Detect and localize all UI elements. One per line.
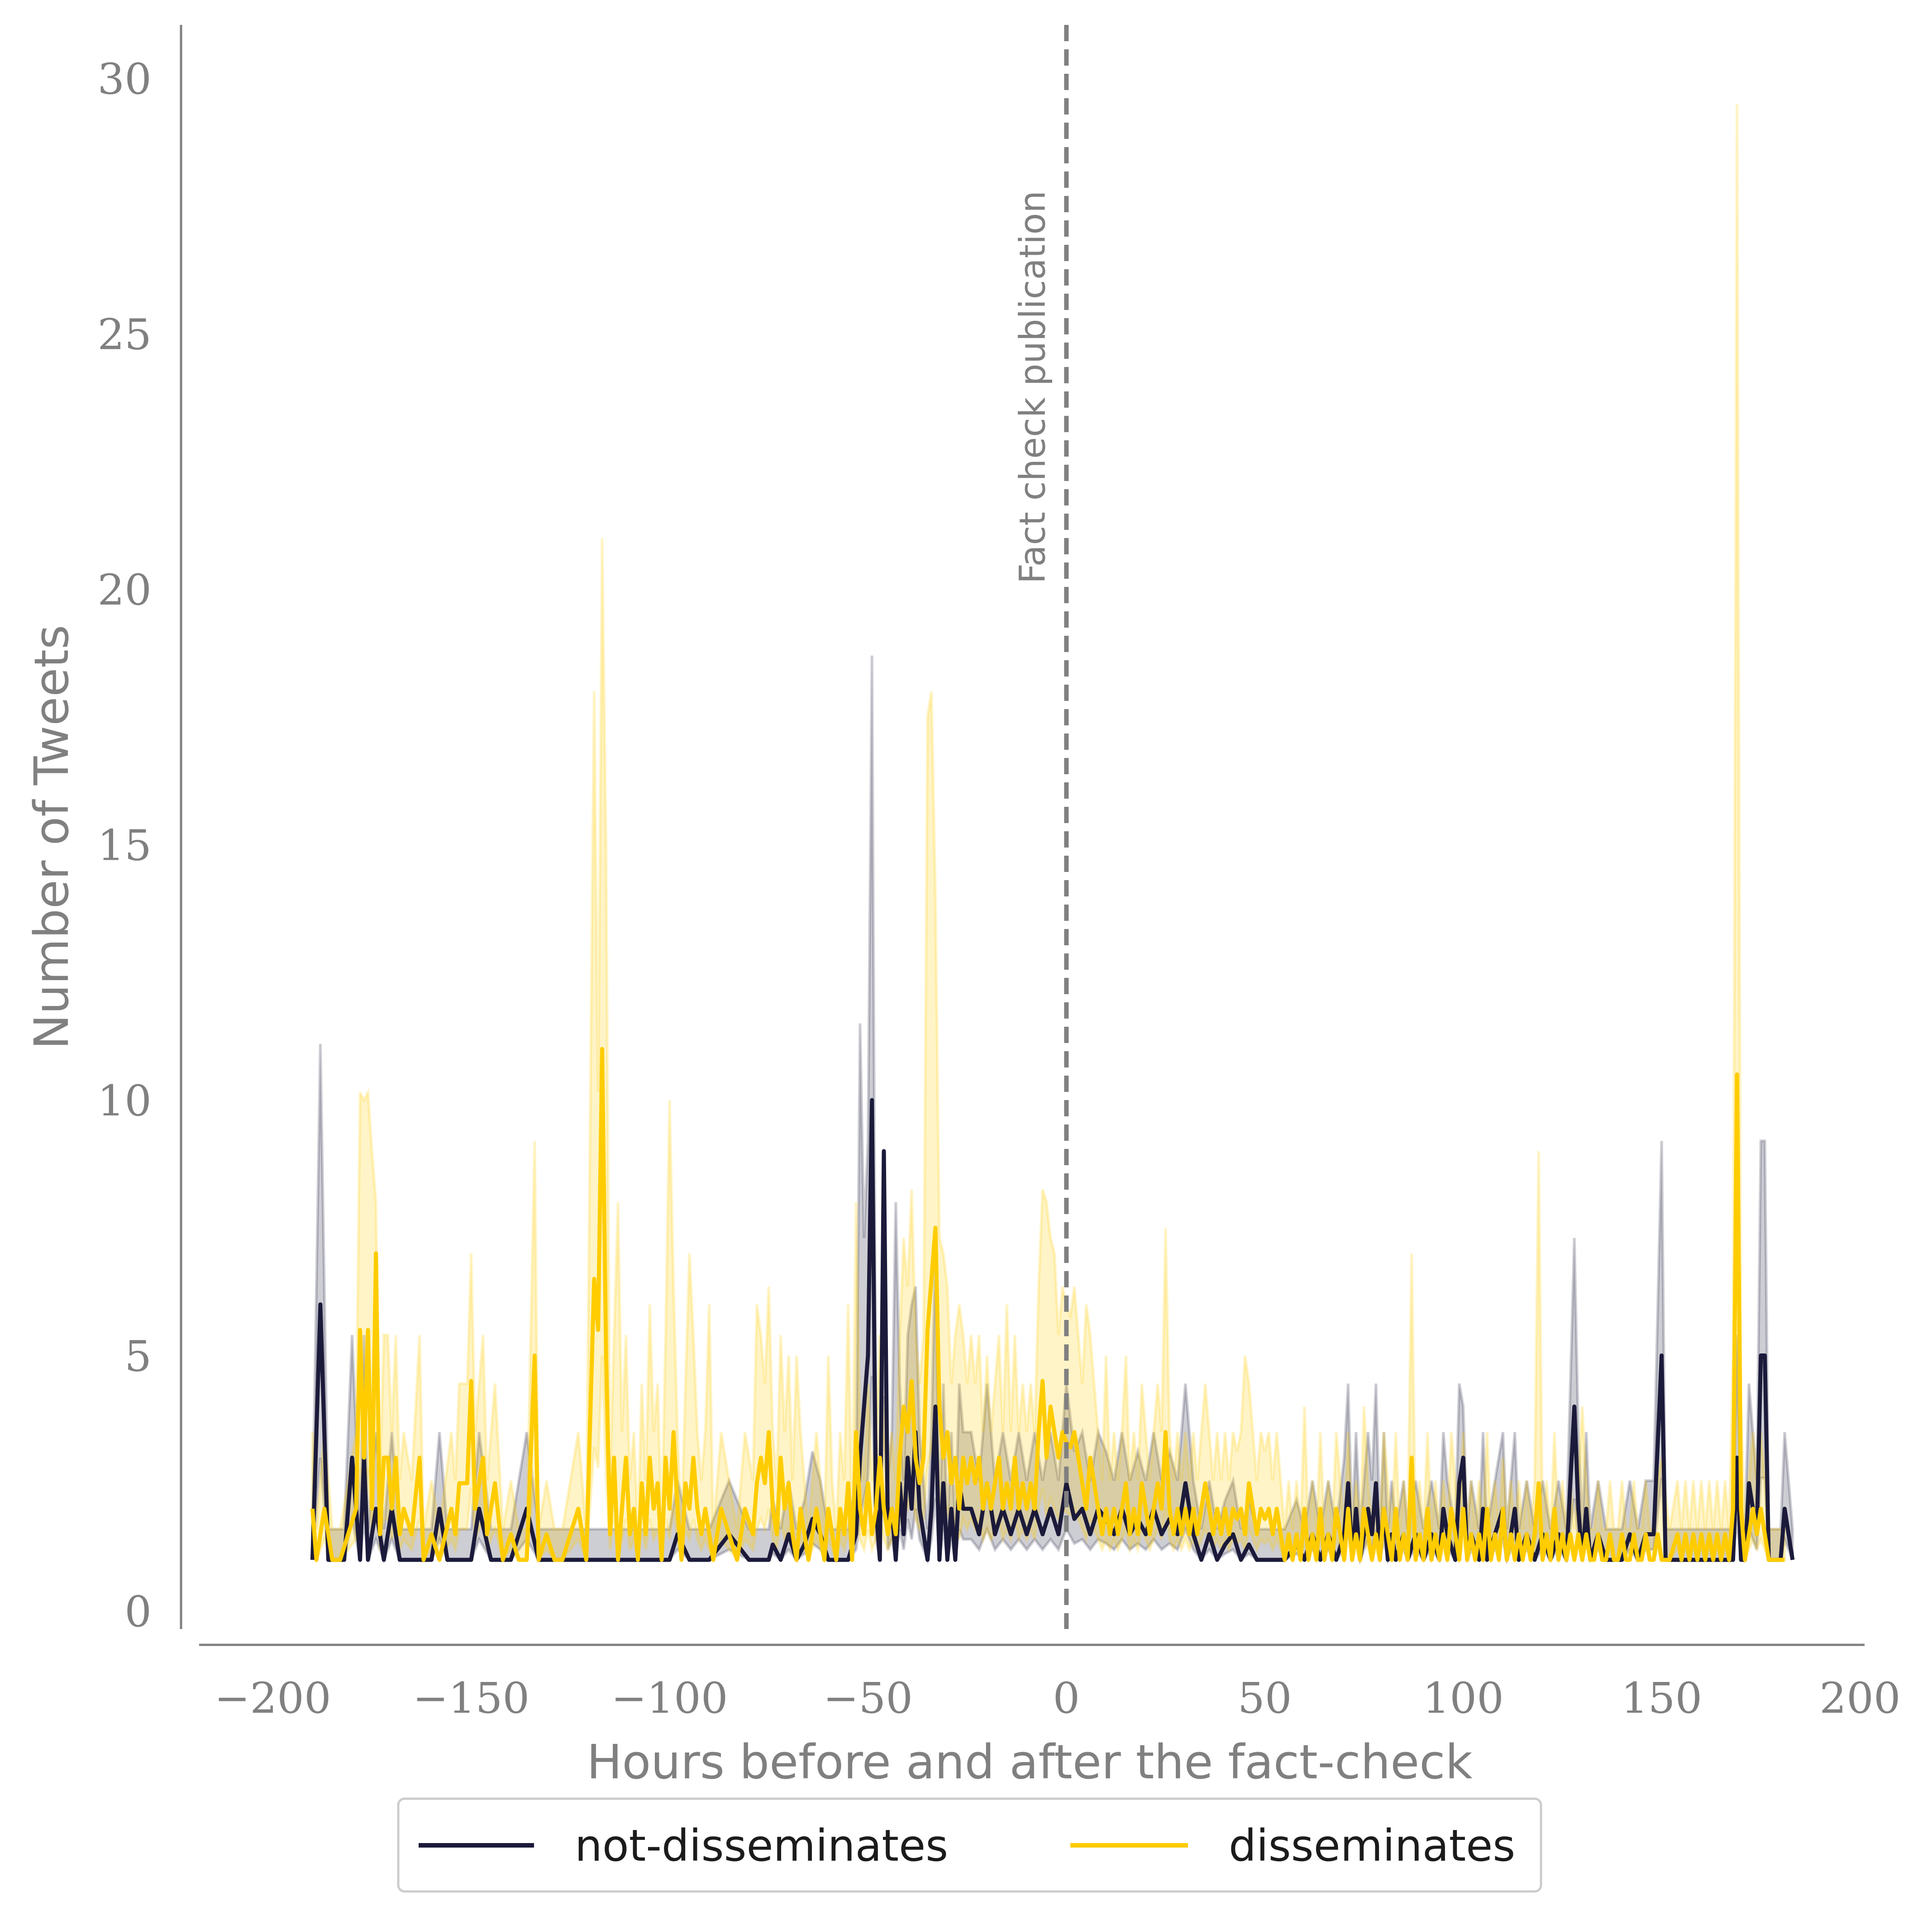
legend-label-not-disseminates: not-disseminates — [575, 1820, 948, 1871]
x-tick-label: 0 — [1053, 1674, 1080, 1723]
y-tick-label: 10 — [97, 1077, 152, 1126]
x-tick-label: 200 — [1819, 1674, 1900, 1723]
y-tick-label: 15 — [97, 821, 152, 870]
series-lines — [310, 1047, 1795, 1562]
x-axis-label: Hours before and after the fact-check — [587, 1734, 1472, 1790]
fact-check-annotation: Fact check publication — [1012, 191, 1053, 584]
legend-label-disseminates: disseminates — [1229, 1820, 1515, 1871]
legend-box — [397, 1797, 1542, 1893]
x-tick-labels: −200 −150 −100 −50 0 50 100 150 200 — [215, 1674, 1901, 1723]
y-tick-label: 30 — [97, 55, 152, 104]
y-axis-label: Number of Tweets — [24, 625, 79, 1049]
y-tick-labels: 0 5 10 15 20 25 30 — [97, 55, 152, 1637]
y-tick-label: 0 — [124, 1587, 152, 1637]
x-tick-label: −50 — [823, 1674, 913, 1723]
legend: not-disseminates disseminates — [397, 1797, 1542, 1893]
y-tick-label: 5 — [124, 1332, 152, 1381]
x-tick-label: 100 — [1422, 1674, 1503, 1723]
x-tick-label: −100 — [611, 1674, 728, 1723]
y-tick-label: 25 — [97, 310, 152, 359]
x-tick-label: −200 — [215, 1674, 331, 1723]
x-tick-label: 150 — [1621, 1674, 1702, 1723]
x-tick-label: −150 — [413, 1674, 530, 1723]
y-tick-label: 20 — [97, 566, 152, 615]
series-line-disseminates — [310, 1047, 1785, 1562]
x-tick-label: 50 — [1238, 1674, 1292, 1723]
